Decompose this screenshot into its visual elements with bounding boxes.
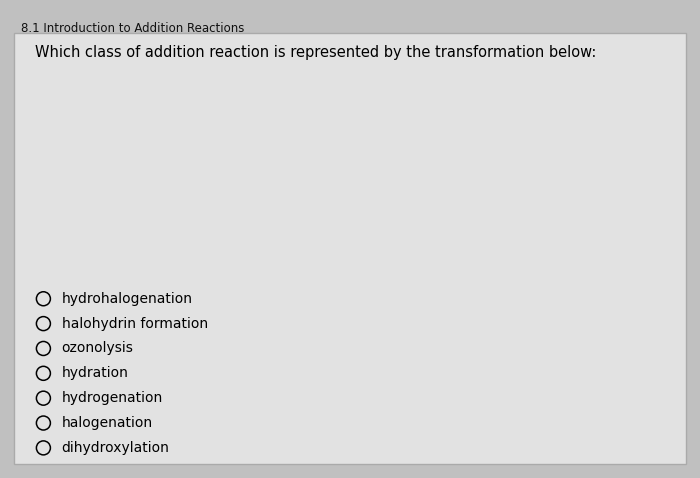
Text: Which class of addition reaction is represented by the transformation below:: Which class of addition reaction is repr…	[35, 45, 596, 60]
Text: Br: Br	[243, 169, 256, 182]
Text: halogenation: halogenation	[62, 416, 153, 430]
Text: ozonolysis: ozonolysis	[62, 341, 134, 356]
Text: halohydrin formation: halohydrin formation	[62, 316, 208, 331]
Text: hydration: hydration	[62, 366, 129, 380]
Text: hydrohalogenation: hydrohalogenation	[62, 292, 192, 306]
Text: hydrogenation: hydrogenation	[62, 391, 163, 405]
Text: dihydroxylation: dihydroxylation	[62, 441, 169, 455]
Text: Br: Br	[225, 128, 239, 141]
Text: 8.1 Introduction to Addition Reactions: 8.1 Introduction to Addition Reactions	[21, 22, 244, 34]
